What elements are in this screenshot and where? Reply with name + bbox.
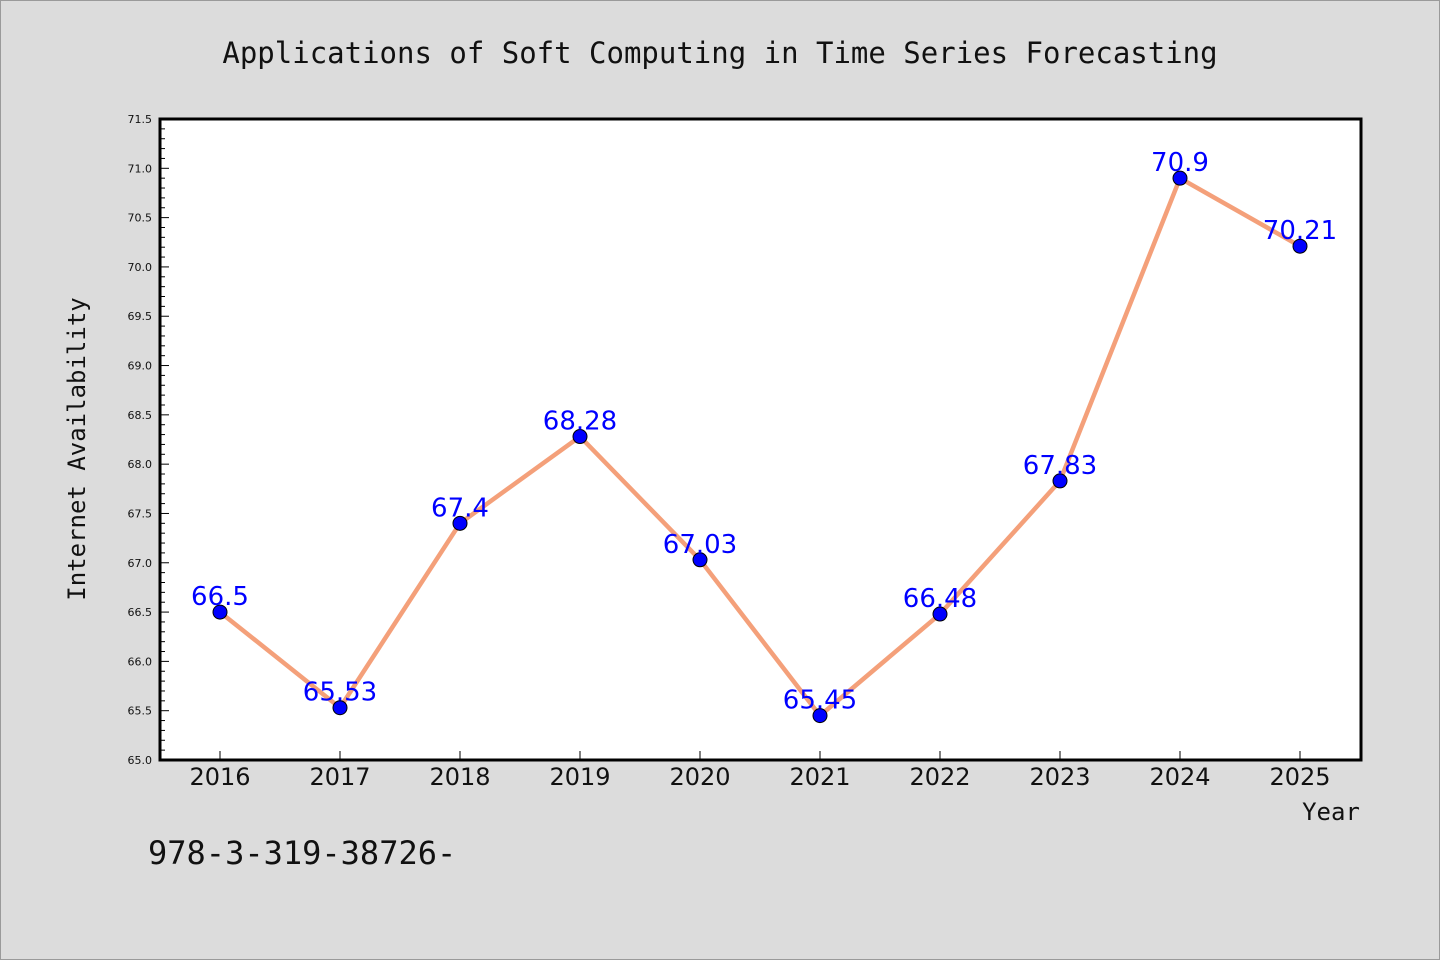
series-layer: 66.5 65.53 67.4 68.28 67.03 65.45 66.48 67.83 70… xyxy=(191,148,1337,724)
data-label: 65.45 xyxy=(783,686,857,716)
y-tick-label: 68.5 xyxy=(128,409,153,422)
series-line xyxy=(218,175,1302,718)
x-tick-label: 2017 xyxy=(309,763,370,791)
data-label: 68.28 xyxy=(543,407,617,437)
x-tick-label: 2025 xyxy=(1269,763,1330,791)
data-point xyxy=(572,429,588,445)
data-label: 65.53 xyxy=(303,678,377,708)
chart-title: Applications of Soft Computing in Time S… xyxy=(222,36,1217,70)
x-tick-label: 2018 xyxy=(429,763,490,791)
y-axis: 65.0 65.5 66.0 66.5 67.0 67.5 68.0 68.5 69.0 69.5… xyxy=(128,113,169,767)
y-tick-label: 66.5 xyxy=(128,606,153,619)
x-tick-label: 2023 xyxy=(1029,763,1090,791)
data-label: 70.9 xyxy=(1151,148,1209,178)
y-tick-label: 68.0 xyxy=(128,458,153,471)
data-point xyxy=(212,604,228,620)
y-tick-label: 67.0 xyxy=(128,557,153,570)
x-tick-label: 2019 xyxy=(549,763,610,791)
x-tick-label: 2021 xyxy=(789,763,850,791)
data-point xyxy=(332,700,348,716)
y-tick-label: 69.0 xyxy=(128,360,153,373)
x-tick-label: 2020 xyxy=(669,763,730,791)
y-tick-label: 66.0 xyxy=(128,655,153,668)
y-tick-label: 65.5 xyxy=(128,705,153,718)
data-label: 66.48 xyxy=(903,584,977,614)
y-tick-label: 65.0 xyxy=(128,754,153,767)
y-tick-label: 71.5 xyxy=(128,113,153,126)
y-tick-label: 70.5 xyxy=(128,212,153,225)
y-tick-label: 71.0 xyxy=(128,162,153,175)
data-label: 67.83 xyxy=(1023,451,1097,481)
x-axis-label: Year xyxy=(1302,798,1360,826)
isbn-text: 978-3-319-38726- xyxy=(148,834,456,872)
data-point xyxy=(932,606,948,622)
data-point xyxy=(1172,170,1188,186)
y-tick-label: 67.5 xyxy=(128,507,153,520)
y-tick-label: 69.5 xyxy=(128,310,153,323)
y-tick-label: 70.0 xyxy=(128,261,153,274)
data-label: 66.5 xyxy=(191,582,249,612)
plot-area xyxy=(158,117,1363,762)
x-tick-label: 2016 xyxy=(189,763,250,791)
data-label: 67.03 xyxy=(663,530,737,560)
y-axis-label: Internet Availability xyxy=(63,297,91,600)
data-label: 67.4 xyxy=(431,493,489,523)
data-point xyxy=(692,552,708,568)
x-axis: 2016 2017 2018 2019 2020 2021 2022 2023 2024 2025 xyxy=(189,751,1331,791)
data-label: 70.21 xyxy=(1263,216,1337,246)
x-tick-label: 2024 xyxy=(1149,763,1210,791)
data-point xyxy=(452,515,468,531)
data-point xyxy=(1052,473,1068,489)
data-point xyxy=(812,708,828,724)
data-point xyxy=(1292,238,1308,254)
x-tick-label: 2022 xyxy=(909,763,970,791)
